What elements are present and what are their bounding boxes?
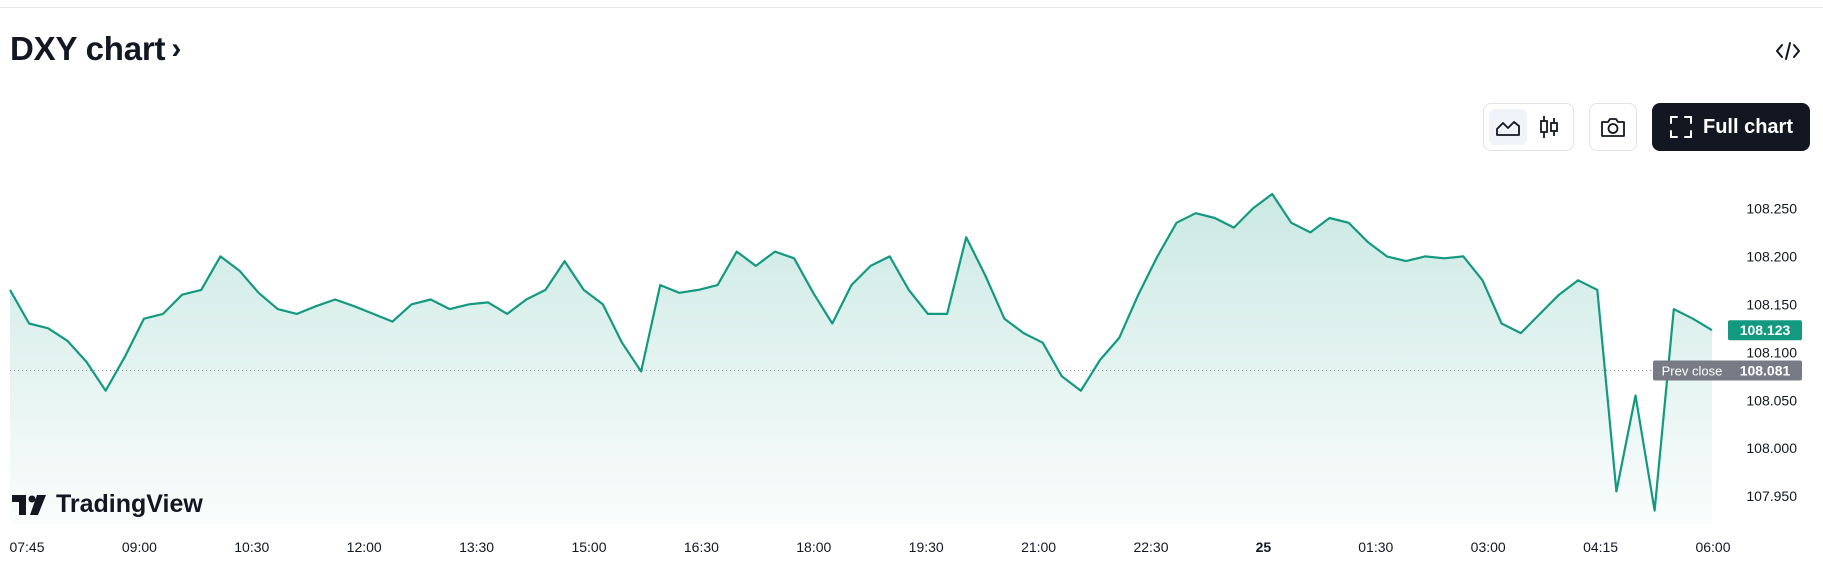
- prev-close-value-tag: [1728, 360, 1802, 381]
- x-tick-label: 22:30: [1133, 539, 1168, 555]
- code-icon[interactable]: [1771, 36, 1805, 66]
- price-line: [9, 192, 1713, 512]
- x-tick-label: 09:00: [122, 539, 157, 555]
- x-tick-label: 01:30: [1358, 539, 1393, 555]
- area-chart-button[interactable]: [1489, 109, 1527, 145]
- prev-close-label: Prev close: [1662, 364, 1723, 379]
- last-price-value: 108.123: [1740, 322, 1791, 338]
- full-chart-label: Full chart: [1702, 115, 1793, 138]
- price-area-fill: [10, 194, 1712, 525]
- x-tick-label: 07:45: [9, 539, 44, 555]
- top-divider: [0, 7, 1823, 8]
- x-tick-label: 10:30: [234, 539, 269, 555]
- x-tick-label: 12:00: [347, 539, 382, 555]
- prev-close-value: 108.081: [1740, 363, 1791, 379]
- tradingview-logo: TradingView: [12, 490, 203, 519]
- x-tick-label: 03:00: [1471, 539, 1506, 555]
- x-tick-label: 21:00: [1021, 539, 1056, 555]
- chart-title: DXY chart: [10, 30, 166, 67]
- candlestick-icon: [1540, 116, 1558, 138]
- chevron-right-icon: ›: [171, 32, 182, 65]
- x-tick-label: 13:30: [459, 539, 494, 555]
- chart-type-switch: [1483, 103, 1574, 151]
- camera-icon: [1601, 118, 1625, 137]
- snapshot-button[interactable]: [1589, 103, 1637, 151]
- prev-close-label-tag: [1653, 360, 1731, 381]
- tradingview-logo-icon: [12, 494, 46, 515]
- y-tick-label: 108.000: [1746, 440, 1797, 456]
- y-tick-label: 108.150: [1746, 296, 1797, 312]
- candlestick-button[interactable]: [1530, 109, 1568, 145]
- chart-title-link[interactable]: DXY chart ›: [10, 30, 181, 68]
- x-tick-label: 04:15: [1583, 539, 1618, 555]
- fullscreen-icon: [1669, 116, 1692, 138]
- tradingview-logo-text: TradingView: [56, 490, 203, 518]
- x-tick-label: 16:30: [684, 539, 719, 555]
- y-tick-label: 108.050: [1746, 392, 1797, 408]
- area-chart-icon: [1496, 121, 1520, 136]
- y-tick-label: 108.100: [1746, 344, 1797, 360]
- y-tick-label: 108.250: [1746, 200, 1797, 216]
- x-tick-label: 25: [1256, 539, 1272, 555]
- full-chart-button[interactable]: Full chart: [1652, 103, 1810, 151]
- x-tick-label: 06:00: [1695, 539, 1730, 555]
- x-tick-label: 19:30: [909, 539, 944, 555]
- x-tick-label: 18:00: [796, 539, 831, 555]
- y-tick-label: 108.200: [1746, 248, 1797, 264]
- last-price-tag: [1728, 320, 1802, 341]
- y-tick-label: 107.950: [1746, 488, 1797, 504]
- x-tick-label: 15:00: [571, 539, 606, 555]
